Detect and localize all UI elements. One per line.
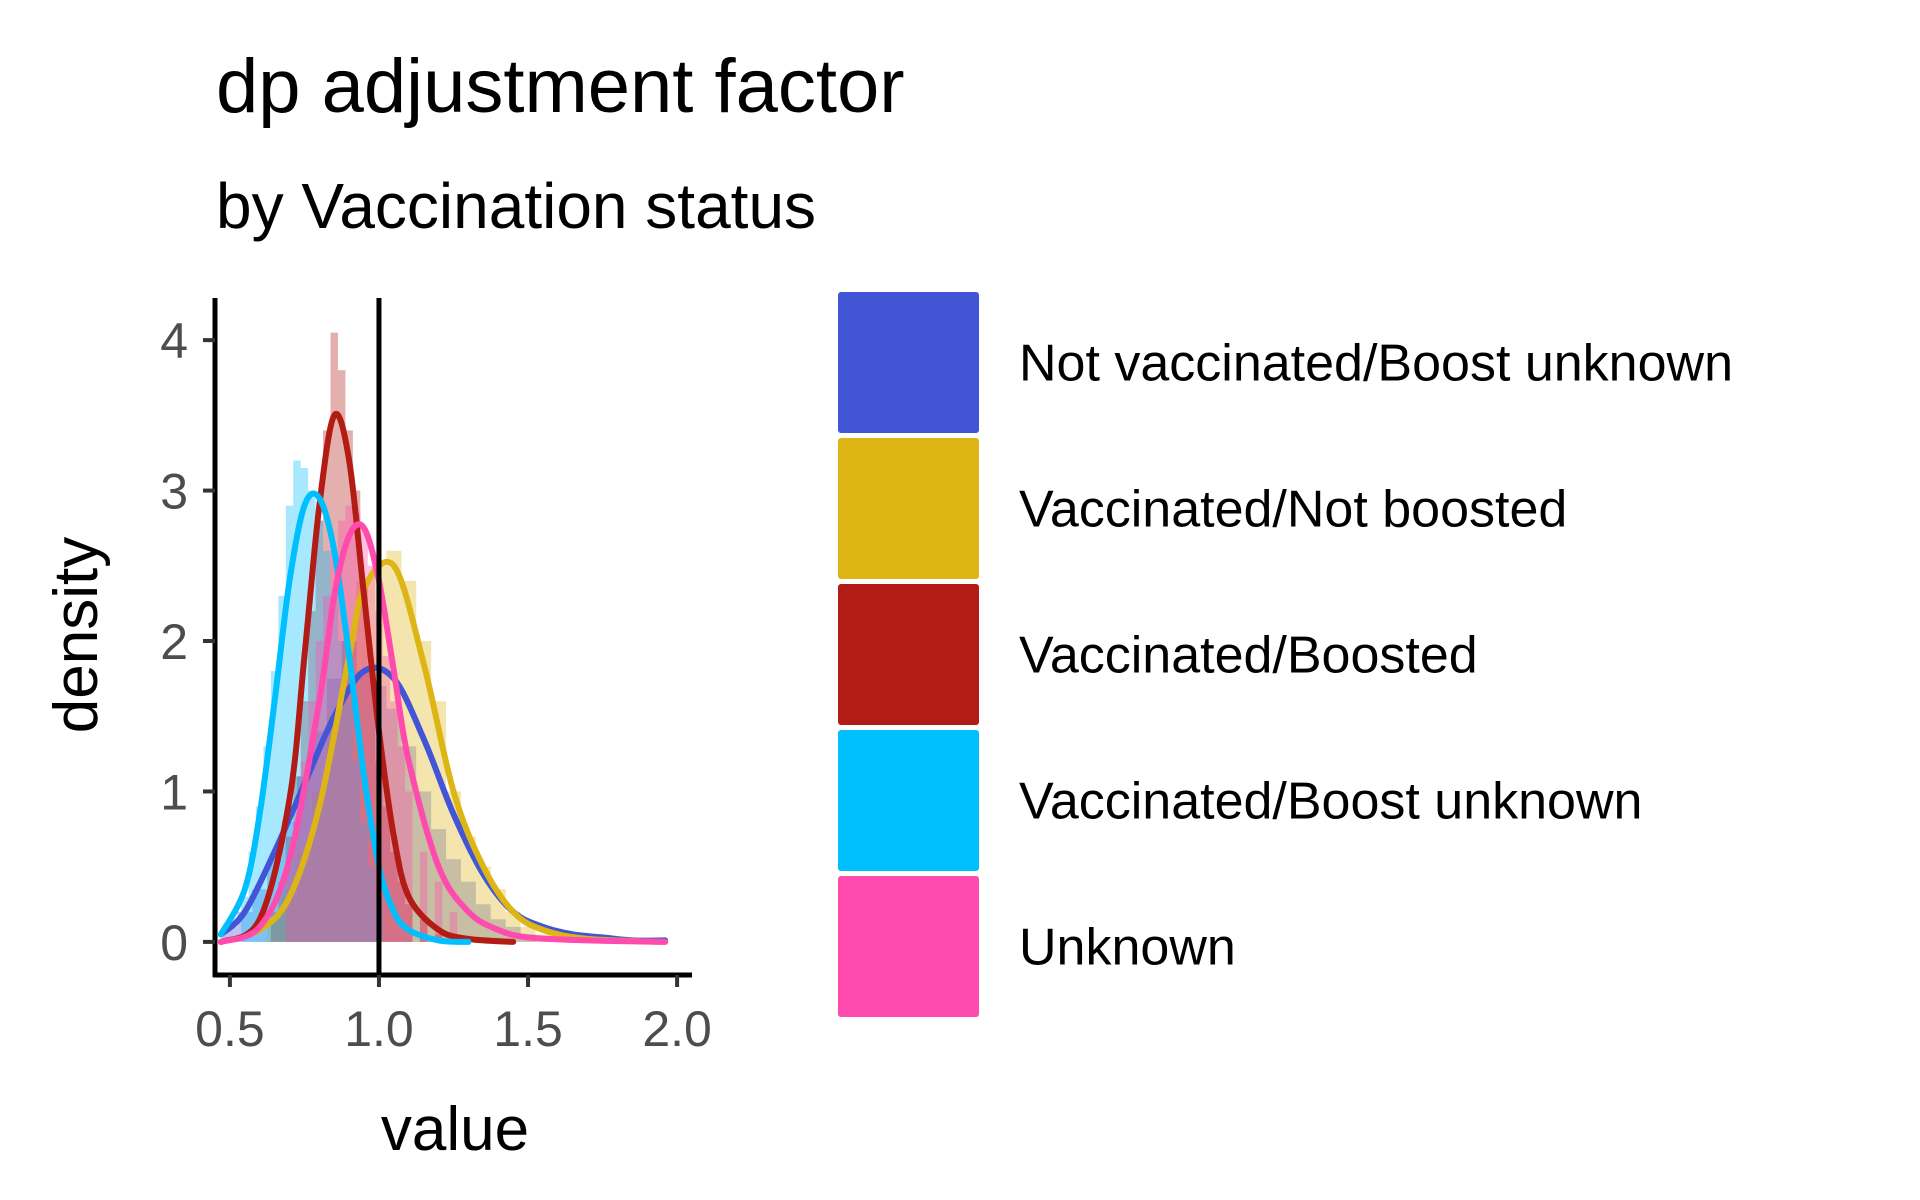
histogram-bar [397, 746, 406, 942]
histogram-bar [293, 460, 301, 942]
y-tick-label: 1 [160, 764, 188, 820]
density-curve [217, 521, 669, 945]
histogram-bar [352, 761, 361, 942]
histogram-bar [337, 370, 346, 942]
histogram-bar [308, 701, 316, 942]
histogram-bar [308, 490, 316, 942]
x-tick-label: 0.5 [195, 1001, 265, 1057]
histogram-bar [341, 641, 357, 942]
histogram-bar [300, 701, 309, 942]
histogram-bar [367, 671, 376, 942]
axis-layer: 0.5 1.0 1.5 2.0 0 1 2 3 4 [160, 298, 712, 1057]
histogram-bar [241, 896, 249, 942]
histogram-bar [367, 565, 376, 942]
legend-key [838, 292, 979, 433]
histogram-bar [360, 528, 368, 942]
y-axis-title: density [42, 537, 111, 733]
legend-label: Vaccinated/Boost unknown [1019, 773, 1642, 831]
legend-key [838, 438, 979, 579]
legend: Not vaccinated/Boost unknown Vaccinated/N… [838, 292, 1733, 1017]
density-curve-layer [217, 410, 669, 945]
histogram-bar [315, 520, 324, 942]
density-curve [217, 490, 472, 945]
histogram-bar [285, 866, 294, 942]
histogram-bar [278, 595, 286, 942]
histogram-bar [382, 806, 391, 942]
histogram-bar [337, 520, 346, 942]
y-tick-label: 0 [160, 915, 188, 971]
legend-label: Vaccinated/Boosted [1019, 627, 1478, 685]
legend-key [838, 730, 979, 871]
histogram-bar [308, 610, 316, 942]
histogram-bar [263, 746, 271, 942]
histogram-bar [326, 716, 342, 942]
histogram-bar [434, 881, 443, 942]
histogram-bar [345, 701, 353, 942]
legend-label: Vaccinated/Not boosted [1019, 481, 1567, 539]
histogram-bar [337, 641, 346, 942]
histogram-bar [270, 671, 279, 942]
histogram-bar [367, 866, 376, 942]
histogram-bar [330, 595, 338, 942]
histogram-bar [449, 911, 458, 942]
histogram-bar [446, 859, 461, 942]
histogram-bar [285, 505, 294, 942]
chart-title: dp adjustment factor [216, 44, 905, 129]
y-tick-label: 4 [160, 313, 188, 369]
histogram-bar [330, 332, 338, 942]
x-tick-label: 1.5 [493, 1001, 563, 1057]
x-axis-title: value [381, 1095, 529, 1164]
histogram-bar [285, 836, 294, 942]
histogram-bar [315, 520, 324, 942]
x-tick-label: 2.0 [642, 1001, 712, 1057]
legend-label: Unknown [1019, 919, 1236, 977]
y-tick-label: 2 [160, 614, 188, 670]
histogram-bar [405, 791, 413, 942]
legend-key [838, 584, 979, 725]
histogram-bar [323, 430, 331, 942]
density-curve [217, 558, 669, 945]
histogram-bar [341, 641, 357, 942]
density-curve [217, 410, 517, 945]
histogram-bar [345, 505, 353, 942]
histogram-bar [360, 821, 368, 942]
histogram-bar [300, 468, 309, 942]
histogram-bar [315, 641, 324, 942]
legend-label: Not vaccinated/Boost unknown [1019, 335, 1733, 393]
histogram-bar [419, 851, 428, 942]
histogram-bar [405, 904, 413, 942]
histogram-bar [270, 911, 279, 942]
histogram-bar [416, 641, 432, 942]
legend-key [838, 876, 979, 1017]
histogram-bar [419, 919, 428, 942]
histogram-bar [323, 550, 331, 942]
histogram-bar [255, 806, 264, 942]
chart-subtitle: by Vaccination status [216, 170, 816, 242]
y-tick-label: 3 [160, 464, 188, 520]
histogram-bar [390, 851, 398, 942]
x-tick-label: 1.0 [344, 1001, 414, 1057]
histogram-bar [293, 776, 301, 942]
histogram-bar [397, 881, 406, 942]
